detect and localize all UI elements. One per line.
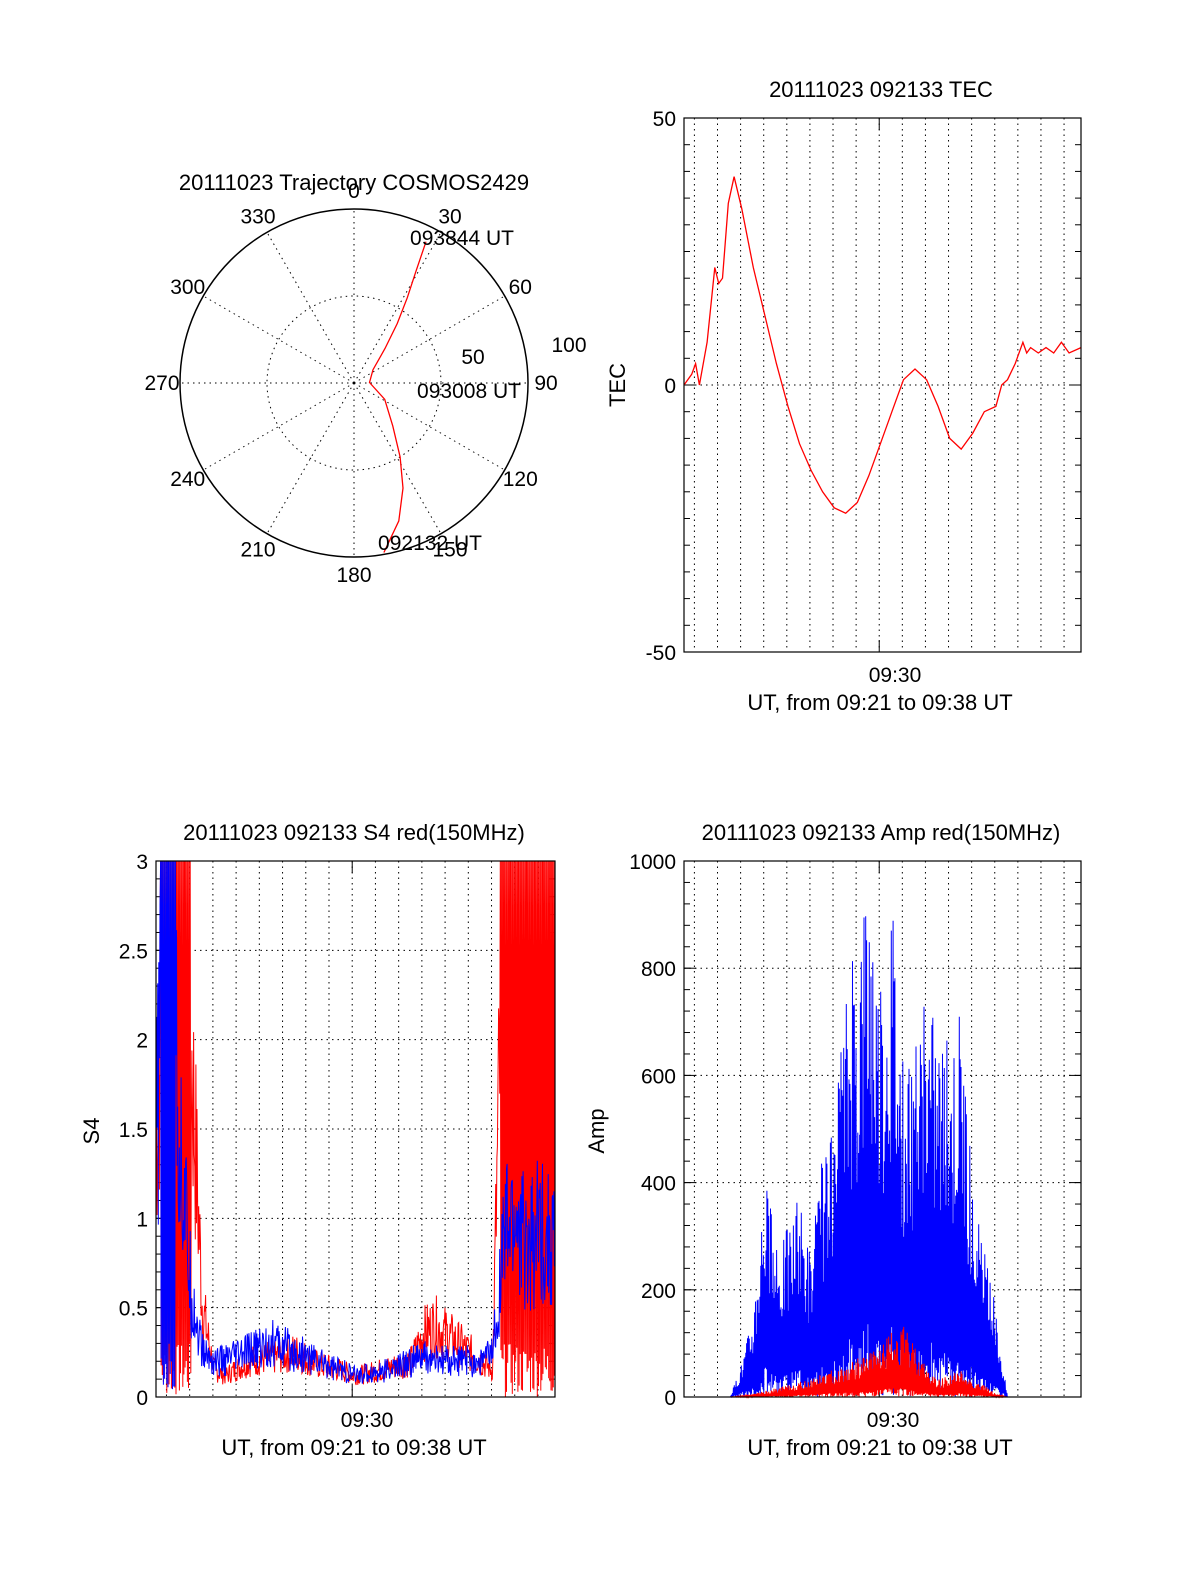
y-tick-label: 1 <box>136 1208 148 1231</box>
amp-title: 20111023 092133 Amp red(150MHz) <box>702 820 1061 845</box>
tec-ylabel: TEC <box>605 363 630 407</box>
amp-ylabel: Amp <box>584 1108 609 1153</box>
trajectory-line <box>368 241 427 553</box>
azimuth-label: 90 <box>534 372 557 395</box>
azimuth-label: 300 <box>170 276 205 299</box>
polar-spoke <box>353 382 442 534</box>
amp-x-tick-label: 09:30 <box>867 1409 920 1432</box>
s4-x-tick-label: 09:30 <box>341 1409 394 1432</box>
series-line-2 <box>155 860 556 1390</box>
y-tick-label: 2.5 <box>119 940 148 963</box>
azimuth-label: 120 <box>503 468 538 491</box>
s4-plot-frame <box>155 860 556 1398</box>
y-tick-label: 400 <box>641 1173 676 1196</box>
azimuth-label: 180 <box>336 564 371 587</box>
y-tick-label: 50 <box>653 108 676 131</box>
azimuth-label: 270 <box>144 372 179 395</box>
polar-trajectory-panel: 20111023 Trajectory COSMOS2429 0 30 60 90 12… <box>144 170 586 587</box>
azimuth-label: 60 <box>509 276 532 299</box>
radial-label: 100 <box>551 334 586 357</box>
polar-spoke <box>203 382 355 471</box>
series-line-2 <box>684 916 1081 1399</box>
tec-title: 20111023 092133 TEC <box>769 77 993 102</box>
amp-plot-frame <box>683 860 1082 1398</box>
y-tick-label: 1.5 <box>119 1119 148 1142</box>
series-line-1 <box>683 176 1082 514</box>
azimuth-label: 330 <box>240 206 275 229</box>
y-tick-label: 2 <box>136 1030 148 1053</box>
polar-spoke <box>203 295 355 384</box>
polar-title: 20111023 Trajectory COSMOS2429 <box>179 170 529 195</box>
y-tick-label: 0 <box>664 1387 676 1410</box>
y-tick-label: 0.5 <box>119 1298 148 1321</box>
annotation-mid-time: 093008 UT <box>417 380 521 403</box>
s4-title: 20111023 092133 S4 red(150MHz) <box>183 820 525 845</box>
y-tick-label: 3 <box>136 851 148 874</box>
annotation-start-time: 092132 UT <box>378 532 482 555</box>
annotation-end-time: 093844 UT <box>410 227 514 250</box>
radial-label: 50 <box>461 346 484 369</box>
polar-spoke <box>266 232 355 384</box>
polar-spoke <box>353 295 505 384</box>
y-tick-label: 200 <box>641 1280 676 1303</box>
amp-panel: 20111023 092133 Amp red(150MHz) 0 200 400 6… <box>584 820 1082 1460</box>
s4-ylabel: S4 <box>79 1118 104 1145</box>
s4-panel: 20111023 092133 S4 red(150MHz) 0 0.5 1 1.5 2… <box>79 820 556 1460</box>
y-tick-label: 1000 <box>629 851 676 874</box>
azimuth-label: 150 <box>432 538 467 561</box>
tec-xlabel: UT, from 09:21 to 09:38 UT <box>747 690 1012 715</box>
polar-inner-ring <box>266 295 442 471</box>
y-tick-label: 600 <box>641 1065 676 1088</box>
tec-plot-frame <box>683 117 1082 653</box>
y-tick-label: -50 <box>646 642 676 665</box>
tec-panel: 20111023 092133 TEC 50 0 -50 09:30 UT, fro… <box>605 77 1082 715</box>
amp-xlabel: UT, from 09:21 to 09:38 UT <box>747 1435 1012 1460</box>
azimuth-label: 0 <box>348 180 360 203</box>
y-tick-label: 800 <box>641 958 676 981</box>
azimuth-label: 240 <box>170 468 205 491</box>
y-tick-label: 0 <box>664 375 676 398</box>
tec-x-tick-label: 09:30 <box>869 664 922 687</box>
polar-outer-ring <box>179 208 529 558</box>
azimuth-label: 30 <box>438 206 461 229</box>
s4-xlabel: UT, from 09:21 to 09:38 UT <box>221 1435 486 1460</box>
polar-spoke <box>353 232 442 384</box>
series-line-1 <box>155 860 556 1397</box>
y-tick-label: 0 <box>136 1387 148 1410</box>
polar-spoke <box>266 382 355 534</box>
azimuth-label: 210 <box>240 538 275 561</box>
polar-spoke <box>353 382 505 471</box>
